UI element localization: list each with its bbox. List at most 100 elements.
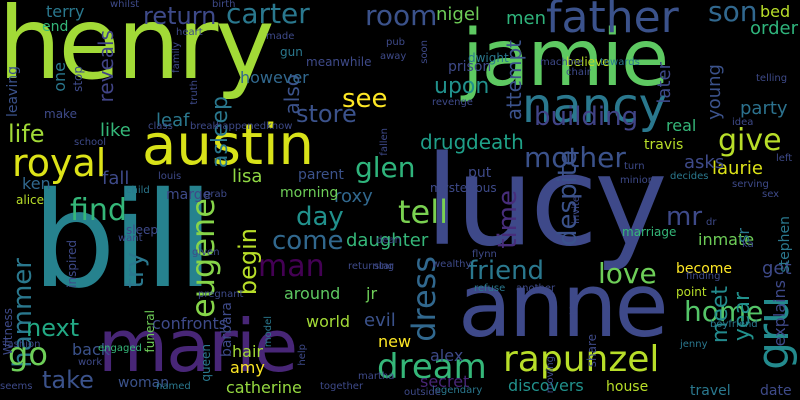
word: seems [0, 381, 33, 392]
word: alice [16, 193, 45, 207]
word: together [320, 381, 364, 392]
word: telling [756, 73, 788, 84]
word: later [654, 62, 675, 104]
word: meanwhile [306, 55, 372, 69]
word: returning [348, 261, 395, 272]
word: given [192, 247, 220, 258]
word: travel [690, 383, 731, 399]
word: morning [280, 185, 339, 201]
word: date [760, 383, 792, 399]
word: asleep [208, 96, 233, 169]
word: happened [216, 121, 267, 132]
word: kiss [569, 296, 580, 315]
word: take [42, 366, 94, 394]
word: turn [624, 161, 645, 172]
word: refuse [474, 283, 506, 294]
word: hair [232, 342, 263, 361]
word: point [676, 285, 707, 299]
word: drug [420, 130, 467, 154]
word: mr [666, 202, 703, 232]
word: soon [419, 40, 430, 64]
word: anne [458, 254, 669, 357]
word: mysterious [430, 181, 497, 195]
word: royal [12, 141, 107, 185]
word: ken [22, 174, 51, 193]
word: heart [176, 27, 203, 38]
word: asks [684, 152, 725, 173]
word: dream [377, 347, 487, 387]
word: away [380, 51, 407, 62]
word: young [704, 64, 725, 120]
word: return [143, 2, 217, 30]
word: idea [732, 117, 754, 128]
word: fallen [379, 128, 390, 156]
word: rapunzel [503, 339, 660, 380]
word: meet [708, 286, 733, 344]
word: fall [102, 168, 130, 189]
word: dean [376, 235, 401, 246]
word: finding [686, 271, 721, 282]
word: inmate [698, 230, 755, 249]
word: moving [545, 356, 556, 394]
word: roxy [334, 186, 373, 207]
word: class [148, 121, 173, 132]
word: queen [199, 344, 213, 382]
word: friend [468, 256, 545, 286]
word: left [776, 153, 793, 164]
word: reveals [94, 30, 118, 103]
word: stop [71, 66, 85, 92]
word: see [342, 84, 388, 114]
word: become [676, 261, 733, 277]
word: know [266, 121, 293, 132]
word: lucy [425, 130, 668, 274]
word: jamie [462, 14, 669, 104]
word: make [44, 107, 77, 121]
word: home [684, 295, 764, 328]
word: austin [142, 113, 314, 178]
word: begin [234, 228, 262, 296]
word: laurie [712, 158, 763, 179]
word: whilst [110, 0, 140, 10]
word: pub [386, 37, 406, 48]
word: marriage [622, 225, 677, 239]
word: marie [98, 304, 298, 388]
word: share [585, 334, 599, 368]
word: engaged [98, 343, 142, 354]
word: woman [118, 375, 170, 391]
word: store [296, 100, 357, 128]
word: jr [366, 284, 378, 303]
word: star [374, 261, 394, 272]
word: outside [404, 387, 441, 398]
word: break [190, 121, 219, 132]
word: man [258, 249, 325, 284]
word: stephen [777, 216, 793, 273]
word: dwight [468, 51, 509, 65]
word: explains [770, 280, 789, 347]
word: party [740, 98, 788, 119]
word: year [730, 292, 755, 342]
word: work [78, 357, 103, 368]
word: get [762, 258, 792, 279]
word: sex [762, 189, 780, 200]
word: louis [158, 171, 182, 182]
word: dr [706, 217, 717, 228]
word: birth [212, 0, 236, 10]
word: chair [566, 67, 591, 78]
word: travis [644, 137, 684, 153]
word: next [26, 314, 80, 342]
word: try [120, 252, 150, 289]
word: find [70, 193, 127, 228]
word: around [284, 284, 341, 303]
word: room [365, 0, 438, 32]
word: grab [204, 189, 227, 200]
word: terry [46, 2, 85, 21]
word: invite [571, 196, 582, 224]
word: leaf [156, 110, 190, 131]
word: gun [280, 45, 303, 59]
word: truth [189, 80, 200, 105]
word: new [378, 332, 412, 351]
word: marge [166, 187, 212, 203]
word: decides [670, 171, 709, 182]
word: flynn [472, 249, 497, 260]
word: jenny [680, 339, 708, 350]
